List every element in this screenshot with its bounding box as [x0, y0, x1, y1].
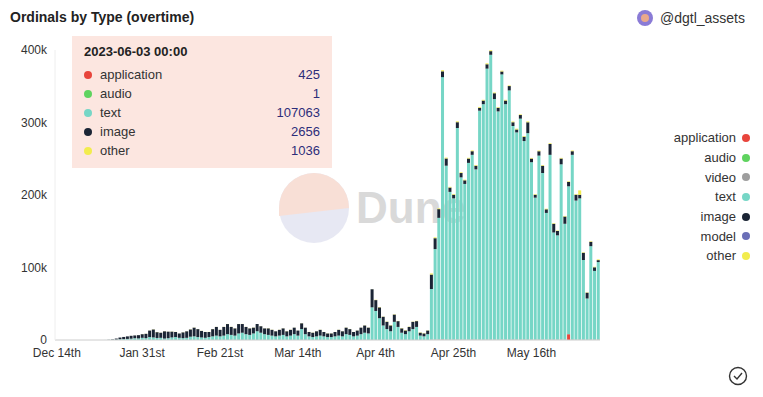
html-text:2656: 2656 — [291, 124, 320, 139]
html-text:text: text — [715, 189, 736, 205]
html-text:other: other — [100, 143, 130, 158]
html-text:107063: 107063 — [276, 105, 320, 120]
svg-text:Apr 4th: Apr 4th — [356, 346, 395, 360]
html-text:application: application — [673, 130, 736, 146]
html-text:other: other — [706, 248, 736, 264]
html-text:425: 425 — [298, 67, 320, 82]
html-text:@dgtl_assets: @dgtl_assets — [660, 10, 745, 26]
html-text:video: video — [704, 169, 736, 185]
svg-text:Feb 21st: Feb 21st — [197, 346, 244, 360]
html-text:model: model — [700, 228, 736, 244]
html-text:image: image — [700, 209, 736, 225]
svg-text:300k: 300k — [21, 116, 48, 130]
svg-text:100k: 100k — [21, 261, 48, 275]
svg-text:400k: 400k — [21, 43, 48, 57]
html-text:Dune: Dune — [356, 183, 466, 232]
svg-text:0: 0 — [40, 333, 47, 347]
svg-text:Jan 31st: Jan 31st — [119, 346, 165, 360]
html-text:Ordinals by Type (overtime): Ordinals by Type (overtime) — [10, 9, 195, 25]
svg-text:Apr 25th: Apr 25th — [431, 346, 476, 360]
html-text:text: text — [100, 105, 121, 120]
html-text:1: 1 — [312, 86, 320, 101]
html-text:2023-06-03 00:00: 2023-06-03 00:00 — [84, 44, 188, 59]
svg-text:200k: 200k — [21, 188, 48, 202]
svg-text:Mar 14th: Mar 14th — [274, 346, 321, 360]
svg-text:May 16th: May 16th — [507, 346, 556, 360]
html-text:image: image — [100, 124, 136, 139]
html-text:1036: 1036 — [291, 143, 320, 158]
svg-text:Dec 14th: Dec 14th — [33, 346, 81, 360]
html-text:audio: audio — [704, 150, 736, 165]
html-text:audio: audio — [100, 86, 132, 101]
html-text:application: application — [100, 67, 163, 82]
